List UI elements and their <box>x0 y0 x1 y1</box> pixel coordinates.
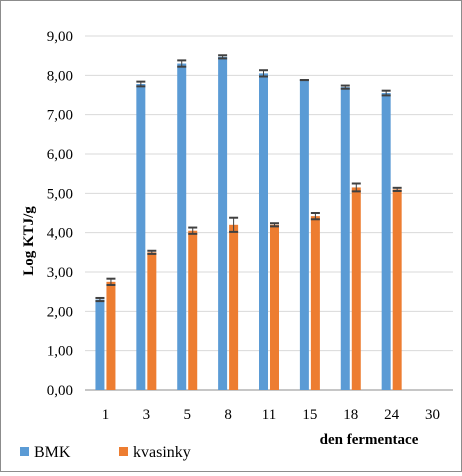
x-tick-label: 24 <box>384 407 400 423</box>
x-tick-label: 11 <box>262 407 276 423</box>
y-tick-label: 2,00 <box>47 304 73 320</box>
bar-BMK <box>259 73 268 390</box>
x-tick-label: 8 <box>224 407 232 423</box>
y-tick-label: 0,00 <box>47 383 73 399</box>
gridlines <box>85 35 453 391</box>
bar-kvasinky <box>270 224 279 390</box>
x-tick-label: 30 <box>425 407 440 423</box>
bars <box>95 54 402 391</box>
legend: BMK kvasinky <box>20 444 191 461</box>
x-tick-label: 3 <box>143 407 151 423</box>
x-tick-label: 1 <box>102 407 110 423</box>
y-tick-label: 5,00 <box>47 186 73 202</box>
x-tick-label: 15 <box>302 407 317 423</box>
y-tick-labels: 0,00 1,00 2,00 3,00 4,00 5,00 6,00 7,00 8,00 9,00 <box>47 29 73 399</box>
y-tick-label: 8,00 <box>47 68 73 84</box>
bar-kvasinky <box>147 252 157 390</box>
y-tick-label: 4,00 <box>47 226 73 242</box>
bar-BMK <box>218 56 228 390</box>
bar-kvasinky <box>392 189 402 390</box>
legend-label: kvasinky <box>133 444 191 461</box>
bar-kvasinky <box>188 230 198 390</box>
y-tick-label: 9,00 <box>47 29 73 45</box>
y-tick-label: 1,00 <box>47 344 73 360</box>
bar-kvasinky <box>351 187 361 390</box>
legend-swatch <box>119 447 128 456</box>
legend-label: BMK <box>34 444 71 461</box>
bar-kvasinky <box>229 224 239 390</box>
bar-BMK <box>136 83 146 390</box>
bar-kvasinky <box>106 281 116 390</box>
y-axis-title: Log KTJ/g <box>21 206 37 276</box>
bar-BMK <box>381 93 391 391</box>
legend-swatch <box>20 447 29 456</box>
y-tick-label: 3,00 <box>47 265 73 281</box>
bar-BMK <box>95 299 105 390</box>
y-tick-label: 6,00 <box>47 147 73 163</box>
x-axis-title: den fermentace <box>320 432 419 448</box>
x-tick-label: 5 <box>183 407 191 423</box>
x-tick-label: 18 <box>343 407 358 423</box>
bar-BMK <box>340 87 350 390</box>
bar-BMK <box>299 80 309 390</box>
bar-kvasinky <box>310 216 320 390</box>
y-tick-label: 7,00 <box>47 108 73 124</box>
bar-BMK <box>177 63 187 391</box>
x-tick-labels: 1 3 5 8 11 15 18 24 30 <box>102 407 440 423</box>
